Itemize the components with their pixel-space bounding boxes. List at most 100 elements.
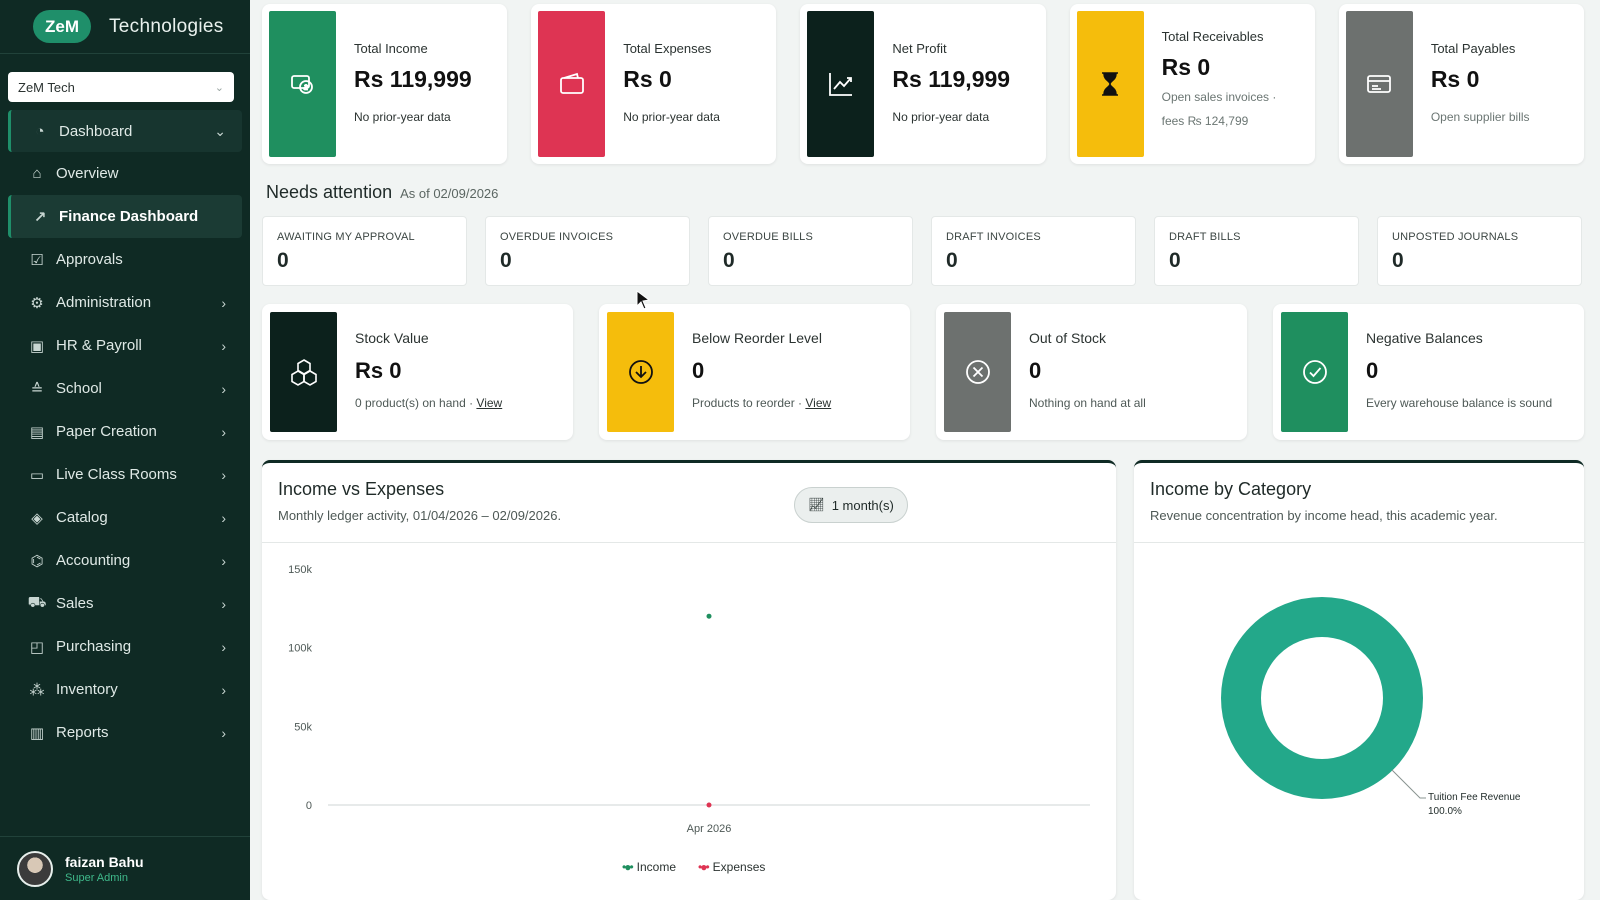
needs-attention-title: Needs attention — [266, 182, 393, 202]
sidebar-item-label: Administration — [56, 294, 152, 311]
legend-expenses[interactable]: •●• Expenses — [698, 860, 766, 874]
attention-overdue-bills[interactable]: OVERDUE BILLS 0 — [708, 216, 913, 286]
kpi-value: Rs 0 — [623, 66, 672, 92]
sidebar-item-label: Catalog — [56, 509, 108, 526]
avatar — [17, 850, 53, 887]
gear-icon: ⚙ — [30, 294, 44, 312]
kpi-note: No prior-year data — [623, 110, 720, 124]
brand[interactable]: ZeM Technologies — [0, 0, 250, 54]
inventory-note: Every warehouse balance is sound — [1366, 396, 1553, 410]
inventory-below-reorder: Below Reorder Level 0 Products to reorde… — [599, 304, 910, 440]
view-link[interactable]: View — [476, 396, 503, 410]
sidebar-item-label: Purchasing — [56, 638, 132, 655]
trend-icon: ↗ — [33, 208, 47, 226]
attention-awaiting-approval[interactable]: AWAITING MY APPROVAL 0 — [262, 216, 467, 286]
sidebar-item-administration[interactable]: ⚙ Administration › — [0, 281, 250, 324]
y-tick-label: 0 — [306, 800, 312, 812]
user-profile[interactable]: faizan Bahu Super Admin — [0, 836, 250, 900]
inventory-stock-value: Stock Value Rs 0 0 product(s) on hand · … — [262, 304, 573, 440]
box-icon: ◈ — [31, 509, 43, 527]
attention-draft-bills[interactable]: DRAFT BILLS 0 — [1154, 216, 1359, 286]
attention-label: DRAFT INVOICES — [946, 231, 1041, 243]
organization-select-value: ZeM Tech — [18, 79, 75, 95]
range-button[interactable]: 📈︎ 1 month(s) — [794, 487, 908, 523]
user-role: Super Admin — [65, 871, 128, 884]
data-point-income — [706, 613, 712, 619]
income-expenses-panel: Income vs Expenses Monthly ledger activi… — [262, 460, 1116, 900]
inventory-note: Nothing on hand at all — [1029, 396, 1146, 410]
sidebar-nav: ◔ Dashboard ⌄ ⌂ Overview ↗ Finance Dashb… — [0, 110, 250, 754]
sidebar-item-hr-payroll[interactable]: ▣ HR & Payroll › — [0, 324, 250, 367]
cart-icon: ⛟ — [27, 594, 47, 611]
inventory-negative-balances: Negative Balances 0 Every warehouse bala… — [1273, 304, 1584, 440]
sidebar-item-reports[interactable]: ▥ Reports › — [0, 711, 250, 754]
attention-draft-invoices[interactable]: DRAFT INVOICES 0 — [931, 216, 1136, 286]
attention-label: AWAITING MY APPROVAL — [277, 231, 415, 243]
slice-leader-line — [1391, 769, 1426, 799]
graduation-cap-icon: ≙ — [30, 380, 44, 398]
chevron-right-icon: › — [221, 423, 226, 440]
sidebar-item-label: Live Class Rooms — [56, 466, 177, 483]
y-tick-label: 150k — [288, 564, 312, 576]
organization-select[interactable]: ZeM Tech ⌄ — [8, 72, 234, 102]
legend-income[interactable]: •●• Income — [622, 860, 677, 874]
legend-expenses-marker: •●• — [698, 860, 710, 874]
range-label: 1 month(s) — [831, 497, 894, 513]
inventory-value: 0 — [1366, 358, 1379, 383]
sidebar-item-live-class-rooms[interactable]: ▭ Live Class Rooms › — [0, 453, 250, 496]
sidebar-item-label: Reports — [56, 724, 109, 741]
sidebar-item-finance-dashboard[interactable]: ↗ Finance Dashboard — [8, 195, 242, 238]
user-info: faizan Bahu Super Admin — [65, 854, 144, 884]
arrow-down-circle-icon — [607, 312, 674, 432]
sidebar-item-accounting[interactable]: ⌬ Accounting › — [0, 539, 250, 582]
trend-up-icon — [807, 11, 875, 157]
sidebar-item-overview[interactable]: ⌂ Overview — [0, 152, 250, 195]
sidebar-item-paper-creation[interactable]: ▤ Paper Creation › — [0, 410, 250, 453]
panel-subtitle: Monthly ledger activity, 01/04/2026 – 02… — [278, 508, 562, 523]
chevron-right-icon: › — [221, 337, 226, 354]
chevron-right-icon: › — [221, 466, 226, 483]
sidebar-item-inventory[interactable]: ⁂ Inventory › — [0, 668, 250, 711]
inventory-out-of-stock: Out of Stock 0 Nothing on hand at all — [936, 304, 1247, 440]
brand-name: Technologies — [109, 15, 224, 37]
sidebar-item-school[interactable]: ≙ School › — [0, 367, 250, 410]
user-name: faizan Bahu — [65, 853, 144, 870]
needs-attention-header: Needs attention As of 02/09/2026 — [266, 182, 498, 203]
kpi-title: Total Income — [354, 41, 428, 56]
legend-income-marker: •●• — [622, 860, 634, 874]
chevron-right-icon: › — [221, 294, 226, 311]
attention-label: DRAFT BILLS — [1169, 231, 1241, 243]
sidebar-item-label: Sales — [56, 595, 94, 612]
attention-unposted-journals[interactable]: UNPOSTED JOURNALS 0 — [1377, 216, 1582, 286]
check-circle-icon — [1281, 312, 1348, 432]
chevron-right-icon: › — [221, 552, 226, 569]
sidebar-item-purchasing[interactable]: ◰ Purchasing › — [0, 625, 250, 668]
panel-subtitle: Revenue concentration by income head, th… — [1150, 508, 1498, 523]
bank-icon: ⌬ — [30, 552, 44, 570]
main-content: Total Income Rs 119,999 No prior-year da… — [262, 0, 1585, 900]
income-expenses-header: Income vs Expenses Monthly ledger activi… — [262, 463, 1116, 543]
kpi-title: Total Receivables — [1161, 29, 1264, 44]
needs-attention-row: AWAITING MY APPROVAL 0 OVERDUE INVOICES … — [262, 216, 1584, 286]
sidebar-item-catalog[interactable]: ◈ Catalog › — [0, 496, 250, 539]
sidebar-item-sales[interactable]: ⛟ Sales › — [0, 582, 250, 625]
kpi-value: Rs 0 — [1430, 66, 1480, 92]
chevron-right-icon: › — [221, 509, 226, 526]
sidebar-item-label: School — [56, 380, 102, 397]
kpi-note: No prior-year data — [892, 110, 990, 124]
kpi-value: Rs 0 — [1161, 54, 1211, 80]
sidebar-item-dashboard[interactable]: ◔ Dashboard ⌄ — [8, 110, 242, 152]
chart-legend: •●• Income •●• Expenses — [622, 860, 765, 874]
wallet-icon — [538, 11, 606, 157]
attention-overdue-invoices[interactable]: OVERDUE INVOICES 0 — [485, 216, 690, 286]
attention-value: 0 — [277, 249, 289, 272]
slice-percent: 100.0% — [1428, 806, 1462, 817]
sidebar-item-approvals[interactable]: ☑ Approvals — [0, 238, 250, 281]
kpi-net-profit: Net Profit Rs 119,999 No prior-year data — [800, 4, 1046, 164]
attention-label: OVERDUE BILLS — [723, 231, 814, 243]
inventory-note: Products to reorder · View — [692, 396, 832, 410]
donut-slice-tuition-fee — [1221, 597, 1423, 799]
view-link[interactable]: View — [805, 396, 832, 410]
sidebar-item-label: Paper Creation — [56, 423, 157, 440]
kpi-row: Total Income Rs 119,999 No prior-year da… — [262, 4, 1585, 164]
